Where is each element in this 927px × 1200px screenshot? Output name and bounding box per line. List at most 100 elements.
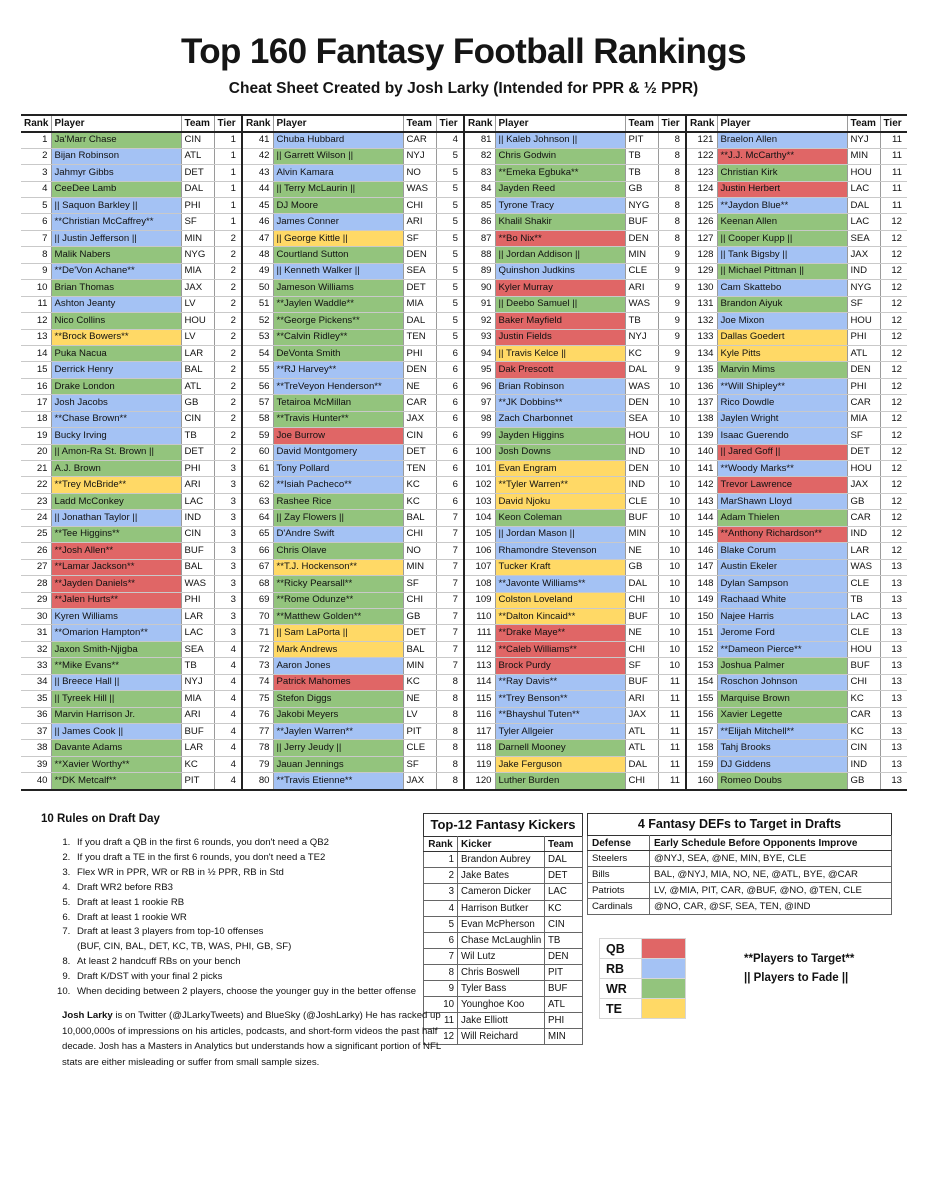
- table-row[interactable]: 47 || George Kittle || SF 5: [243, 230, 463, 248]
- table-row[interactable]: 68 **Ricky Pearsall** SF 7: [243, 575, 463, 593]
- table-row[interactable]: 116 **Bhayshul Tuten** JAX 11: [465, 707, 685, 725]
- table-row[interactable]: 2 Bijan Robinson ATL 1: [21, 148, 241, 166]
- table-row[interactable]: 141 **Woody Marks** HOU 12: [687, 460, 907, 478]
- table-row[interactable]: 72 Mark Andrews BAL 7: [243, 641, 463, 659]
- kicker-row[interactable]: 5 Evan McPherson CIN: [423, 915, 583, 933]
- table-row[interactable]: 75 Stefon Diggs NE 8: [243, 690, 463, 708]
- table-row[interactable]: 131 Brandon Aiyuk SF 12: [687, 296, 907, 314]
- table-row[interactable]: 154 Roschon Johnson CHI 13: [687, 674, 907, 692]
- table-row[interactable]: 16 Drake London ATL 2: [21, 378, 241, 396]
- table-row[interactable]: 61 Tony Pollard TEN 6: [243, 460, 463, 478]
- table-row[interactable]: 33 **Mike Evans** TB 4: [21, 657, 241, 675]
- table-row[interactable]: 147 Austin Ekeler WAS 13: [687, 559, 907, 577]
- table-row[interactable]: 1 Ja'Marr Chase CIN 1: [21, 131, 241, 149]
- table-row[interactable]: 99 Jayden Higgins HOU 10: [465, 427, 685, 445]
- table-row[interactable]: 59 Joe Burrow CIN 6: [243, 427, 463, 445]
- table-row[interactable]: 148 Dylan Sampson CLE 13: [687, 575, 907, 593]
- table-row[interactable]: 73 Aaron Jones MIN 7: [243, 657, 463, 675]
- table-row[interactable]: 100 Josh Downs IND 10: [465, 444, 685, 462]
- table-row[interactable]: 9 **De'Von Achane** MIA 2: [21, 263, 241, 281]
- table-row[interactable]: 117 Tyler Allgeier ATL 11: [465, 723, 685, 741]
- table-row[interactable]: 108 **Javonte Williams** DAL 10: [465, 575, 685, 593]
- table-row[interactable]: 7 || Justin Jefferson || MIN 2: [21, 230, 241, 248]
- table-row[interactable]: 146 Blake Corum LAR 12: [687, 542, 907, 560]
- table-row[interactable]: 120 Luther Burden CHI 11: [465, 772, 685, 790]
- table-row[interactable]: 94 || Travis Kelce || KC 9: [465, 345, 685, 363]
- table-row[interactable]: 110 **Dalton Kincaid** BUF 10: [465, 608, 685, 626]
- table-row[interactable]: 132 Joe Mixon HOU 12: [687, 312, 907, 330]
- table-row[interactable]: 96 Brian Robinson WAS 10: [465, 378, 685, 396]
- table-row[interactable]: 58 **Travis Hunter** JAX 6: [243, 411, 463, 429]
- table-row[interactable]: 13 **Brock Bowers** LV 2: [21, 329, 241, 346]
- table-row[interactable]: 86 Khalil Shakir BUF 8: [465, 213, 685, 231]
- table-row[interactable]: 45 DJ Moore CHI 5: [243, 197, 463, 215]
- table-row[interactable]: 109 Colston Loveland CHI 10: [465, 592, 685, 609]
- table-row[interactable]: 55 **RJ Harvey** DEN 6: [243, 361, 463, 379]
- table-row[interactable]: 57 Tetairoa McMillan CAR 6: [243, 394, 463, 412]
- table-row[interactable]: 142 Trevor Lawrence JAX 12: [687, 476, 907, 494]
- table-row[interactable]: 39 **Xavier Worthy** KC 4: [21, 756, 241, 774]
- table-row[interactable]: 53 **Calvin Ridley** TEN 5: [243, 329, 463, 346]
- table-row[interactable]: 103 David Njoku CLE 10: [465, 493, 685, 511]
- table-row[interactable]: 67 **T.J. Hockenson** MIN 7: [243, 559, 463, 577]
- table-row[interactable]: 36 Marvin Harrison Jr. ARI 4: [21, 707, 241, 725]
- table-row[interactable]: 32 Jaxon Smith-Njigba SEA 4: [21, 641, 241, 659]
- table-row[interactable]: 159 DJ Giddens IND 13: [687, 756, 907, 774]
- table-row[interactable]: 97 **JK Dobbins** DEN 10: [465, 394, 685, 412]
- table-row[interactable]: 71 || Sam LaPorta || DET 7: [243, 624, 463, 642]
- table-row[interactable]: 48 Courtland Sutton DEN 5: [243, 246, 463, 264]
- table-row[interactable]: 4 CeeDee Lamb DAL 1: [21, 181, 241, 199]
- table-row[interactable]: 127 || Cooper Kupp || SEA 12: [687, 230, 907, 248]
- table-row[interactable]: 54 DeVonta Smith PHI 6: [243, 345, 463, 363]
- table-row[interactable]: 88 || Jordan Addison || MIN 9: [465, 246, 685, 264]
- table-row[interactable]: 17 Josh Jacobs GB 2: [21, 394, 241, 412]
- kicker-row[interactable]: 7 Wil Lutz DEN: [423, 947, 583, 965]
- table-row[interactable]: 126 Keenan Allen LAC 12: [687, 213, 907, 231]
- table-row[interactable]: 79 Jauan Jennings SF 8: [243, 756, 463, 774]
- table-row[interactable]: 78 || Jerry Jeudy || CLE 8: [243, 739, 463, 757]
- table-row[interactable]: 49 || Kenneth Walker || SEA 5: [243, 263, 463, 281]
- table-row[interactable]: 19 Bucky Irving TB 2: [21, 427, 241, 445]
- table-row[interactable]: 128 || Tank Bigsby || JAX 12: [687, 246, 907, 264]
- table-row[interactable]: 90 Kyler Murray ARI 9: [465, 279, 685, 297]
- table-row[interactable]: 15 Derrick Henry BAL 2: [21, 361, 241, 379]
- kicker-row[interactable]: 6 Chase McLaughlin TB: [423, 931, 583, 949]
- table-row[interactable]: 63 Rashee Rice KC 6: [243, 493, 463, 511]
- table-row[interactable]: 28 **Jayden Daniels** WAS 3: [21, 575, 241, 593]
- table-row[interactable]: 20 || Amon-Ra St. Brown || DET 2: [21, 444, 241, 462]
- table-row[interactable]: 152 **Dameon Pierce** HOU 13: [687, 641, 907, 659]
- table-row[interactable]: 124 Justin Herbert LAC 11: [687, 181, 907, 199]
- table-row[interactable]: 27 **Lamar Jackson** BAL 3: [21, 559, 241, 577]
- defense-row[interactable]: Patriots LV, @MIA, PIT, CAR, @BUF, @NO, @…: [587, 882, 892, 900]
- table-row[interactable]: 123 Christian Kirk HOU 11: [687, 164, 907, 182]
- kicker-row[interactable]: 4 Harrison Butker KC: [423, 899, 583, 917]
- table-row[interactable]: 149 Rachaad White TB 13: [687, 592, 907, 609]
- table-row[interactable]: 70 **Matthew Golden** GB 7: [243, 608, 463, 626]
- table-row[interactable]: 150 Najee Harris LAC 13: [687, 608, 907, 626]
- table-row[interactable]: 85 Tyrone Tracy NYG 8: [465, 197, 685, 215]
- table-row[interactable]: 35 || Tyreek Hill || MIA 4: [21, 690, 241, 708]
- table-row[interactable]: 43 Alvin Kamara NO 5: [243, 164, 463, 182]
- table-row[interactable]: 98 Zach Charbonnet SEA 10: [465, 411, 685, 429]
- table-row[interactable]: 44 || Terry McLaurin || WAS 5: [243, 181, 463, 199]
- table-row[interactable]: 104 Keon Coleman BUF 10: [465, 509, 685, 527]
- table-row[interactable]: 84 Jayden Reed GB 8: [465, 181, 685, 199]
- table-row[interactable]: 157 **Elijah Mitchell** KC 13: [687, 723, 907, 741]
- table-row[interactable]: 137 Rico Dowdle CAR 12: [687, 394, 907, 412]
- table-row[interactable]: 64 || Zay Flowers || BAL 7: [243, 509, 463, 527]
- table-row[interactable]: 62 **Isiah Pacheco** KC 6: [243, 476, 463, 494]
- table-row[interactable]: 158 Tahj Brooks CIN 13: [687, 739, 907, 757]
- table-row[interactable]: 6 **Christian McCaffrey** SF 1: [21, 213, 241, 231]
- table-row[interactable]: 160 Romeo Doubs GB 13: [687, 772, 907, 790]
- table-row[interactable]: 156 Xavier Legette CAR 13: [687, 707, 907, 725]
- table-row[interactable]: 92 Baker Mayfield TB 9: [465, 312, 685, 330]
- table-row[interactable]: 26 **Josh Allen** BUF 3: [21, 542, 241, 560]
- table-row[interactable]: 139 Isaac Guerendo SF 12: [687, 427, 907, 445]
- table-row[interactable]: 10 Brian Thomas JAX 2: [21, 279, 241, 297]
- table-row[interactable]: 118 Darnell Mooney ATL 11: [465, 739, 685, 757]
- kicker-row[interactable]: 12 Will Reichard MIN: [423, 1028, 583, 1046]
- table-row[interactable]: 29 **Jalen Hurts** PHI 3: [21, 592, 241, 609]
- table-row[interactable]: 83 **Emeka Egbuka** TB 8: [465, 164, 685, 182]
- table-row[interactable]: 135 Marvin Mims DEN 12: [687, 361, 907, 379]
- table-row[interactable]: 38 Davante Adams LAR 4: [21, 739, 241, 757]
